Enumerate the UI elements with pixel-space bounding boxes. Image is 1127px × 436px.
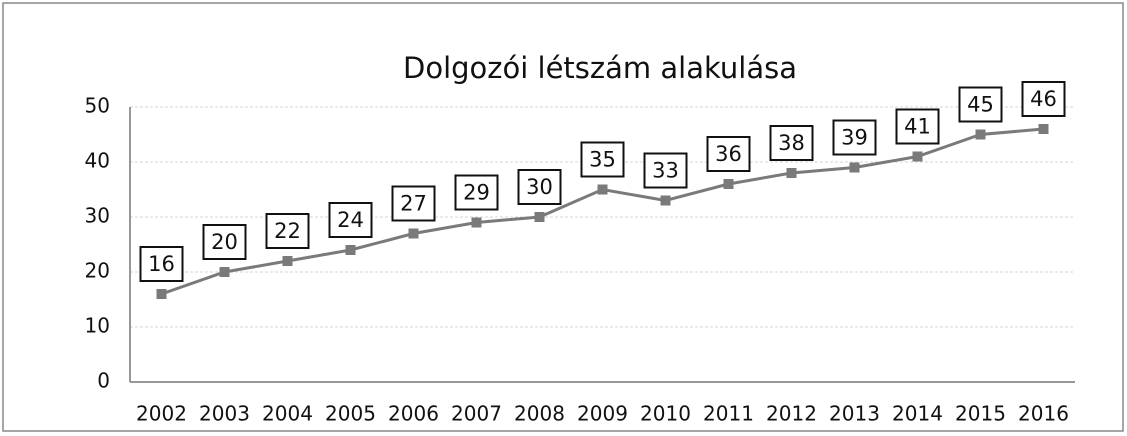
marker	[912, 151, 923, 162]
label-box	[643, 152, 688, 189]
data-label: 16	[148, 252, 175, 276]
data-label: 46	[1030, 87, 1057, 111]
data-label: 29	[463, 181, 490, 205]
label-box	[706, 136, 751, 172]
data-label: 35	[589, 148, 616, 172]
x-tick-label: 2015	[955, 402, 1006, 426]
data-label: 24	[337, 208, 364, 232]
y-tick-label: 0	[97, 369, 110, 393]
data-label: 38	[778, 131, 805, 155]
label-box	[139, 246, 184, 282]
label-box	[958, 86, 1003, 123]
y-tick-label: 20	[85, 259, 110, 283]
label-box	[580, 141, 625, 178]
data-label: 20	[211, 230, 238, 254]
data-label: 39	[841, 126, 868, 150]
x-tick-label: 2005	[325, 402, 376, 426]
label-box	[832, 119, 877, 156]
label-box	[517, 169, 562, 205]
x-tick-label: 2003	[199, 402, 250, 426]
label-box	[202, 224, 247, 260]
x-tick-label: 2002	[136, 402, 187, 426]
marker	[597, 184, 608, 195]
marker	[1038, 124, 1049, 134]
y-tick-label: 40	[85, 149, 110, 173]
label-box	[454, 174, 499, 211]
marker	[408, 228, 419, 239]
x-tick-label: 2013	[829, 402, 880, 426]
y-tick-label: 30	[85, 204, 110, 228]
x-tick-label: 2004	[262, 402, 313, 426]
marker	[786, 168, 797, 178]
marker	[156, 289, 167, 299]
marker	[471, 217, 482, 228]
x-tick-label: 2016	[1018, 402, 1069, 426]
y-tick-label: 50	[85, 94, 110, 118]
data-label: 33	[652, 159, 679, 183]
marker	[345, 245, 356, 255]
data-label: 22	[274, 219, 301, 243]
label-box	[328, 202, 373, 238]
x-tick-label: 2008	[514, 402, 565, 426]
chart-title: Dolgozói létszám alakulása	[403, 51, 797, 85]
marker	[660, 195, 671, 206]
data-label: 41	[904, 115, 931, 139]
x-tick-label: 2011	[703, 402, 754, 426]
label-box	[391, 185, 436, 222]
y-tick-label: 10	[85, 314, 110, 338]
x-tick-label: 2007	[451, 402, 502, 426]
marker	[975, 129, 986, 140]
x-tick-label: 2012	[766, 402, 817, 426]
data-label: 30	[526, 175, 553, 199]
data-label: 36	[715, 142, 742, 166]
label-box	[265, 213, 310, 249]
data-label: 45	[967, 93, 994, 117]
label-box	[769, 125, 814, 161]
marker	[219, 267, 230, 277]
marker	[534, 212, 545, 222]
marker	[723, 179, 734, 189]
x-tick-label: 2010	[640, 402, 691, 426]
x-tick-label: 2009	[577, 402, 628, 426]
label-box	[1021, 81, 1066, 117]
marker	[849, 162, 860, 173]
data-label: 27	[400, 192, 427, 216]
x-tick-label: 2014	[892, 402, 943, 426]
x-tick-label: 2006	[388, 402, 439, 426]
marker	[282, 256, 293, 266]
label-box	[895, 108, 940, 145]
